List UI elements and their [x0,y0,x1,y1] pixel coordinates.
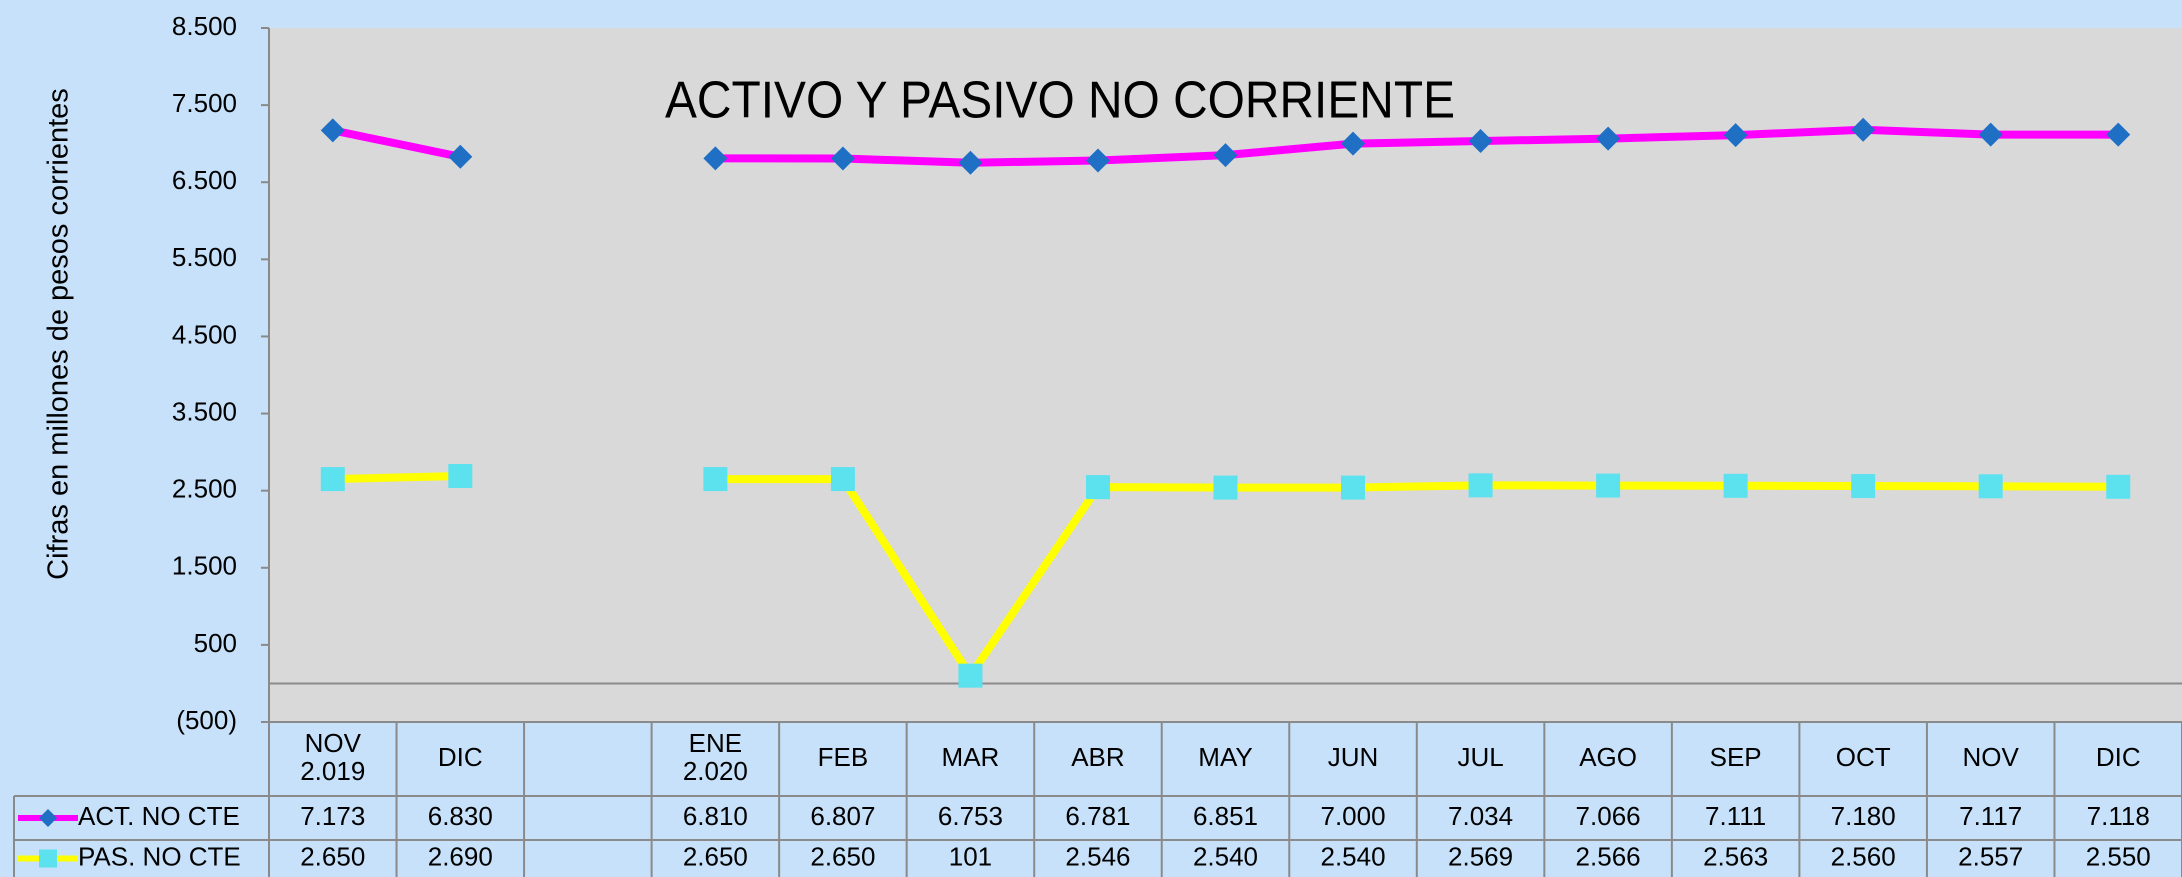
data-label: 2.546 [1065,841,1130,871]
y-tick-label: 1.500 [172,551,237,581]
y-tick-label: 6.500 [172,165,237,195]
x-tick-label: NOV 2.019 [300,728,365,786]
legend-label: ACT. NO CTE [78,801,240,831]
chart-title: ACTIVO Y PASIVO NO CORRIENTE [665,72,1455,130]
data-label: 6.807 [810,801,875,831]
data-point [1596,126,1621,151]
data-label: 7.118 [2087,801,2150,831]
data-label: 6.851 [1193,801,1258,831]
data-label: 7.180 [1831,801,1896,831]
y-tick-label: 8.500 [172,11,237,41]
x-tick-label: OCT [1836,742,1891,772]
x-tick-label: MAY [1198,742,1252,772]
data-point [1723,123,1748,148]
data-point [1341,475,1366,500]
x-tick-label: NOV [1963,742,2020,772]
data-label: 2.540 [1320,841,1385,871]
series-line [331,126,462,161]
x-tick-label: JUN [1328,742,1379,772]
data-point [1978,474,2003,499]
x-tick-label: DIC [438,742,483,772]
data-label: 2.560 [1831,841,1896,871]
legend-marker [39,849,57,868]
data-point [830,467,855,492]
data-point [1978,122,2003,147]
data-label: 7.117 [1959,801,2022,831]
x-tick-label: FEB [818,742,869,772]
data-label: 101 [949,841,992,871]
series-line [332,472,461,484]
series-line [715,125,2119,167]
y-tick-label: 4.500 [172,319,237,349]
y-axis-label: Cifras en millones de pesos corrientes [43,88,75,580]
y-tick-label: 500 [194,628,237,658]
x-tick-label: AGO [1579,742,1637,772]
y-tick-label: 3.500 [172,396,237,426]
data-label: 6.810 [683,801,748,831]
data-label: 2.650 [683,841,748,871]
data-point [1851,474,1876,499]
x-tick-label: ABR [1071,742,1124,772]
data-point [703,146,728,171]
data-label: 2.650 [810,841,875,871]
data-point [1341,131,1366,156]
data-point [320,118,345,143]
y-tick-label: 5.500 [172,242,237,272]
data-label: 6.753 [938,801,1003,831]
data-point [1213,143,1238,168]
data-point [703,467,728,492]
data-label: 2.569 [1448,841,1513,871]
data-point [320,467,345,492]
data-point [448,464,473,489]
x-tick-label: DIC [2096,742,2141,772]
data-point [2106,122,2131,147]
y-tick-label: 2.500 [172,474,237,504]
data-point [958,663,983,688]
data-point [1085,148,1110,173]
data-point [1085,475,1110,500]
data-point [1723,473,1748,498]
data-point [830,146,855,171]
y-tick-label: 7.500 [172,88,237,118]
x-tick-label: ENE 2.020 [683,728,748,786]
data-point [958,150,983,175]
data-point [1468,129,1493,154]
data-point [2106,474,2131,499]
data-point [448,144,473,169]
data-label: 7.111 [1705,801,1766,831]
data-label: 2.557 [1958,841,2023,871]
y-tick-label: (500) [176,705,237,735]
legend-label: PAS. NO CTE [78,841,241,871]
data-label: 2.650 [300,841,365,871]
data-label: 6.781 [1065,801,1130,831]
data-label: 7.034 [1448,801,1513,831]
data-point [1851,117,1876,142]
x-tick-label: JUL [1457,742,1503,772]
x-tick-label: SEP [1710,742,1762,772]
x-tick-label: MAR [942,742,1000,772]
data-label: 2.563 [1703,841,1768,871]
data-label: 7.066 [1576,801,1641,831]
data-label: 2.690 [428,841,493,871]
data-label: 7.000 [1320,801,1385,831]
data-label: 2.550 [2086,841,2151,871]
data-label: 2.566 [1576,841,1641,871]
data-point [1468,473,1493,498]
data-label: 6.830 [428,801,493,831]
data-label: 2.540 [1193,841,1258,871]
series-line [715,475,2119,680]
data-point [1596,473,1621,498]
data-point [1213,475,1238,500]
legend-marker [39,809,57,827]
data-label: 7.173 [300,801,365,831]
